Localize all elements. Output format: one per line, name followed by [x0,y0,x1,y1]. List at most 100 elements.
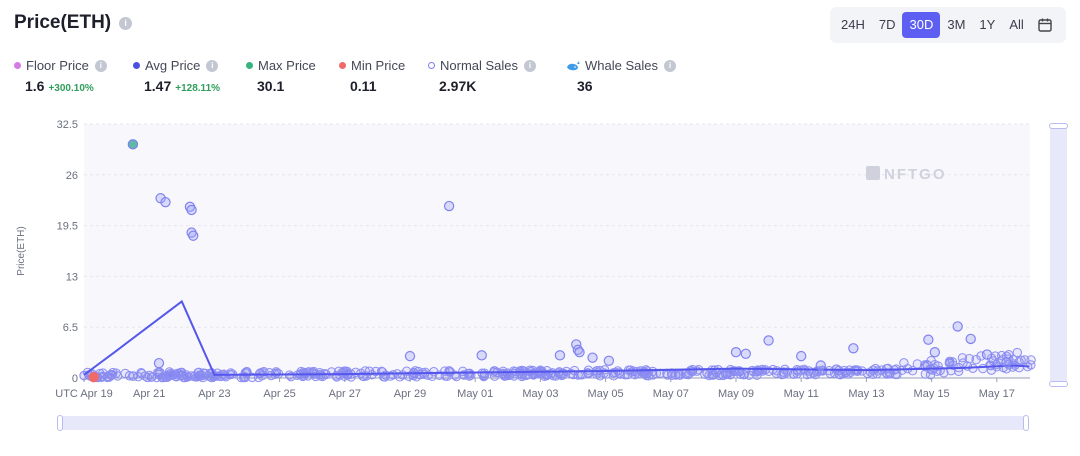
notable-sale-point [952,321,963,332]
chart-header: Price(ETH) i [14,12,133,34]
normal-sales-label: Normal Sales [440,58,519,73]
x-tick-label: May 01 [457,388,493,400]
min-price-label: Min Price [351,58,406,73]
sale-point [413,366,424,377]
y-tick-label: 19.5 [57,221,78,233]
page-title: Price(ETH) [14,12,112,33]
x-tick-label: May 07 [653,388,689,400]
range-24h-button[interactable]: 24H [841,17,865,32]
sale-point [1020,355,1030,365]
max-price-point [127,139,139,150]
sale-point [1026,355,1036,365]
whale-sales-label: Whale Sales [585,58,658,73]
x-tick-label: May 03 [522,388,558,400]
sale-point [98,371,108,382]
stat-whale-sales: Whale Sales i 36 [566,58,676,94]
sale-point [976,351,986,361]
info-icon[interactable]: i [119,16,133,30]
avg-price-line [83,299,1030,376]
sale-point [957,353,968,363]
info-icon[interactable]: i [206,59,219,72]
sale-point [556,368,567,378]
notable-sale-point [160,196,171,208]
sale-point [680,369,691,379]
vertical-zoom-slider[interactable] [1049,123,1068,387]
sale-point [479,371,489,382]
vertical-zoom-handle-top[interactable] [1049,123,1068,129]
sale-point [800,366,810,376]
notable-sale-point [923,334,934,345]
sale-point [98,368,108,378]
x-tick-label: May 17 [979,388,1015,400]
sale-point [777,369,787,380]
nftgo-logo-icon [866,166,880,180]
x-tick-label: May 13 [848,388,884,400]
x-tick-label: UTC Apr 19 [55,388,112,400]
avg-price-change: +128.11% [175,83,221,94]
x-tick-label: Apr 21 [133,388,165,400]
notable-sale-point [730,347,742,358]
nftgo-watermark-text: NFTGO [884,166,947,183]
x-tick-label: May 05 [588,388,624,400]
notable-sale-point [796,350,807,362]
notable-sale-point [186,204,197,216]
sale-point [985,360,995,370]
sale-point [205,372,215,382]
y-tick-label: 6.5 [63,322,78,334]
x-tick-label: Apr 27 [329,388,361,400]
zoom-handle-left[interactable] [57,415,63,431]
floor-price-dot [14,62,21,69]
stat-min-price: Min Price 0.11 [339,58,405,94]
whale-sales-value: 36 [577,78,593,94]
notable-sale-point [603,355,615,367]
sale-point [108,367,118,378]
range-7d-button[interactable]: 7D [878,17,896,32]
sale-point [583,368,593,378]
info-icon[interactable]: i [663,59,676,72]
notable-sale-point [815,360,826,371]
range-1y-button[interactable]: 1Y [979,17,996,32]
notable-sale-point [929,347,941,358]
calendar-icon[interactable] [1037,17,1053,33]
min-price-dot [339,62,346,69]
y-tick-label: 0 [72,373,78,385]
notable-sale-point [188,230,199,241]
sale-point [183,372,193,382]
notable-sale-point [848,343,859,354]
notable-sale-point [981,349,993,360]
info-icon[interactable]: i [94,59,107,72]
sale-point [671,370,681,380]
x-tick-label: May 09 [718,388,754,400]
price-scatter-chart[interactable]: 32.5 26 19.5 13 6.5 0 Price(ETH) UTC Apr 19 Apr … [0,110,1050,410]
stat-floor-price: Floor Price i 1.6 +300.10% [14,58,107,94]
sale-point [630,370,640,380]
avg-price-dot [133,62,140,69]
sale-point [747,365,757,376]
whale-icon [566,60,580,72]
range-3m-button[interactable]: 3M [947,17,966,32]
notable-sale-point [476,350,487,361]
y-tick-label: 32.5 [57,119,78,131]
sale-point [315,367,325,378]
notable-sale-point [1001,357,1012,368]
nftgo-watermark: NFTGO [866,166,947,183]
sale-point [1016,355,1026,366]
vertical-zoom-handle-bottom[interactable] [1049,381,1068,387]
sale-point [147,372,157,382]
stat-max-price: Max Price 30.1 [246,58,316,94]
sale-point [788,369,799,379]
notable-sale-point [965,333,976,345]
zoom-handle-right[interactable] [1023,415,1029,431]
range-30d-button[interactable]: 30D [902,12,941,38]
min-price-value: 0.11 [350,78,377,94]
max-price-value: 30.1 [257,78,285,94]
info-icon[interactable]: i [524,59,537,72]
range-all-button[interactable]: All [1009,17,1024,32]
normal-sales-ring [428,62,435,69]
avg-price-value: 1.47 [144,78,172,94]
time-zoom-slider[interactable] [57,415,1029,431]
y-axis-label: Price(ETH) [16,226,27,275]
min-price-point [88,371,99,383]
sale-point [947,357,958,367]
notable-sale-point [574,347,585,358]
